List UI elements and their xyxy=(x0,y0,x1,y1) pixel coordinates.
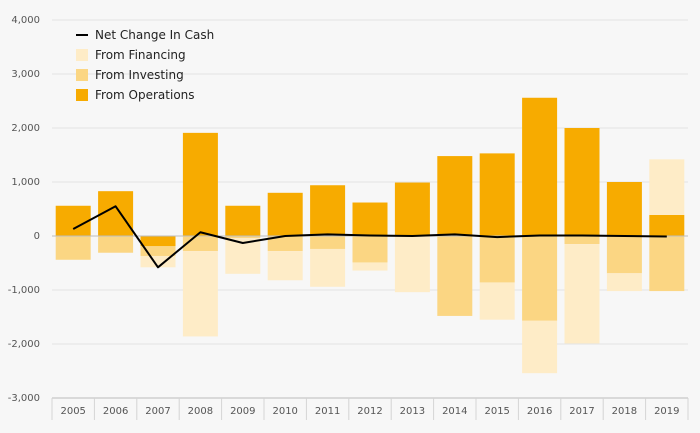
bar-from-financing xyxy=(140,255,176,268)
x-axis: 2005 2006 2007 2008 2009 2010 2011 2012 2013 2014… xyxy=(51,397,689,420)
bar-from-financing xyxy=(182,251,218,337)
bar-from-investing xyxy=(352,236,388,263)
x-tick-label: 2018 xyxy=(612,406,637,417)
legend-box-swatch xyxy=(76,49,88,61)
bar-from-investing xyxy=(522,236,558,321)
legend-label: Net Change In Cash xyxy=(95,28,214,42)
bar-from-investing xyxy=(98,236,134,253)
x-tick-label: 2005 xyxy=(60,406,85,417)
y-tick-label: 2,000 xyxy=(11,123,40,134)
bar-from-investing xyxy=(140,246,176,256)
bar-from-operations xyxy=(55,205,91,236)
net-change-in-cash-line xyxy=(72,205,667,269)
bar-from-financing xyxy=(479,282,515,320)
bar-from-operations xyxy=(522,97,558,236)
y-tick-label: -3,000 xyxy=(8,393,40,404)
x-tick-label: 2017 xyxy=(569,406,594,417)
y-tick-label: 1,000 xyxy=(11,177,40,188)
bar-from-operations xyxy=(437,156,473,236)
bar-from-operations xyxy=(649,214,685,236)
bar-from-investing xyxy=(564,236,600,245)
x-tick-label: 2015 xyxy=(484,406,509,417)
bar-from-operations xyxy=(606,182,642,236)
legend: Net Change In Cash From Financing From Inv… xyxy=(76,28,214,102)
bar-from-investing xyxy=(437,236,473,316)
x-tick-label: 2011 xyxy=(315,406,340,417)
bar-from-financing xyxy=(394,236,430,293)
x-tick-label: 2019 xyxy=(654,406,679,417)
x-tick-label: 2008 xyxy=(188,406,213,417)
legend-box-swatch xyxy=(76,89,88,101)
legend-box-swatch xyxy=(76,69,88,81)
bar-from-financing xyxy=(606,273,642,292)
bar-from-operations xyxy=(352,202,388,236)
bar-from-operations xyxy=(394,182,430,236)
legend-label: From Operations xyxy=(95,88,195,102)
bar-from-financing xyxy=(352,262,388,271)
bars xyxy=(55,97,685,374)
y-tick-label: 3,000 xyxy=(11,69,40,80)
bar-from-investing xyxy=(310,236,346,249)
bar-from-operations xyxy=(479,153,515,236)
bar-from-financing xyxy=(564,244,600,344)
bar-from-financing xyxy=(225,238,261,274)
y-tick-label: 4,000 xyxy=(11,15,40,26)
bar-from-investing xyxy=(55,236,91,260)
bar-from-operations xyxy=(225,205,261,236)
bar-from-operations xyxy=(182,132,218,236)
x-tick-label: 2013 xyxy=(400,406,425,417)
bar-from-financing xyxy=(522,320,558,374)
bar-from-financing xyxy=(310,248,346,287)
bar-from-financing xyxy=(267,251,303,281)
bar-from-operations xyxy=(140,236,176,247)
x-tick-label: 2012 xyxy=(357,406,382,417)
bar-from-investing xyxy=(267,236,303,252)
bar-from-investing xyxy=(225,236,261,239)
y-axis: -3,000 -2,000 -1,000 0 1,000 2,000 3,000 4,000 xyxy=(8,15,40,404)
x-tick-label: 2016 xyxy=(527,406,552,417)
x-tick-label: 2009 xyxy=(230,406,255,417)
bar-from-investing xyxy=(606,236,642,274)
bar-from-financing xyxy=(649,159,685,215)
bar-from-operations xyxy=(310,185,346,236)
y-tick-label: -2,000 xyxy=(8,339,40,350)
bar-from-operations xyxy=(564,128,600,236)
x-tick-label: 2006 xyxy=(103,406,128,417)
x-tick-label: 2007 xyxy=(145,406,170,417)
bar-from-investing xyxy=(479,236,515,283)
legend-label: From Financing xyxy=(95,48,186,62)
bar-from-operations xyxy=(267,192,303,236)
x-tick-label: 2010 xyxy=(272,406,297,417)
bar-from-investing xyxy=(649,236,685,292)
x-tick-label: 2014 xyxy=(442,406,467,417)
legend-label: From Investing xyxy=(95,68,184,82)
y-tick-label: 0 xyxy=(34,231,40,242)
net-change-line xyxy=(72,205,667,269)
y-tick-label: -1,000 xyxy=(8,285,40,296)
